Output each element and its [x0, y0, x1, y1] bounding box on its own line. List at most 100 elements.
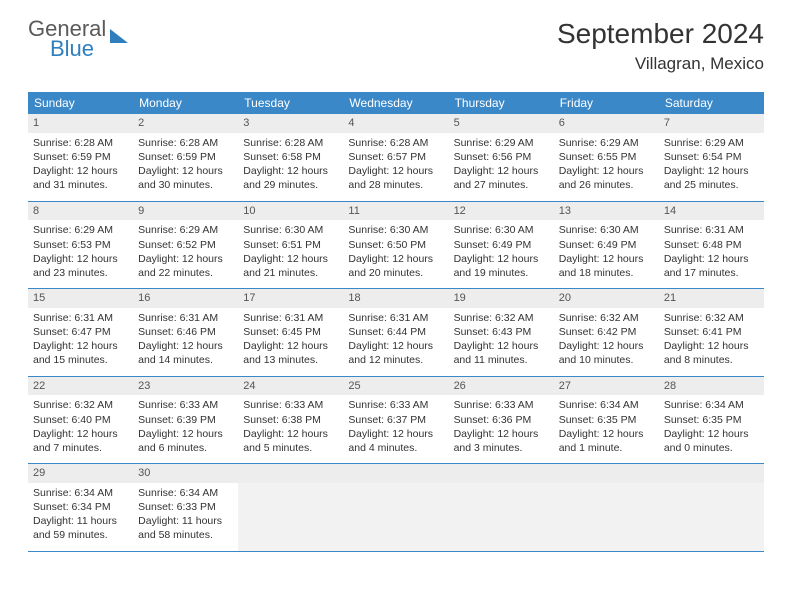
daylight-text: Daylight: 12 hours and 3 minutes.	[454, 427, 549, 455]
sunrise-text: Sunrise: 6:33 AM	[348, 398, 443, 412]
calendar-cell: 12Sunrise: 6:30 AMSunset: 6:49 PMDayligh…	[449, 202, 554, 289]
day-number: 12	[449, 202, 554, 221]
cell-body: Sunrise: 6:30 AMSunset: 6:49 PMDaylight:…	[554, 220, 659, 288]
day-headers: Sunday Monday Tuesday Wednesday Thursday…	[28, 92, 764, 114]
calendar-cell	[343, 464, 448, 551]
day-header-mon: Monday	[133, 92, 238, 114]
calendar-cell: 23Sunrise: 6:33 AMSunset: 6:39 PMDayligh…	[133, 377, 238, 464]
daylight-text: Daylight: 12 hours and 29 minutes.	[243, 164, 338, 192]
day-number: 11	[343, 202, 448, 221]
calendar-cell: 9Sunrise: 6:29 AMSunset: 6:52 PMDaylight…	[133, 202, 238, 289]
calendar-cell: 13Sunrise: 6:30 AMSunset: 6:49 PMDayligh…	[554, 202, 659, 289]
sunset-text: Sunset: 6:56 PM	[454, 150, 549, 164]
sunrise-text: Sunrise: 6:29 AM	[33, 223, 128, 237]
daylight-text: Daylight: 12 hours and 15 minutes.	[33, 339, 128, 367]
day-number: 28	[659, 377, 764, 396]
sunset-text: Sunset: 6:41 PM	[664, 325, 759, 339]
day-number: 6	[554, 114, 659, 133]
sunset-text: Sunset: 6:42 PM	[559, 325, 654, 339]
calendar: Sunday Monday Tuesday Wednesday Thursday…	[28, 92, 764, 552]
sunset-text: Sunset: 6:51 PM	[243, 238, 338, 252]
sunrise-text: Sunrise: 6:29 AM	[138, 223, 233, 237]
sunset-text: Sunset: 6:43 PM	[454, 325, 549, 339]
calendar-cell: 30Sunrise: 6:34 AMSunset: 6:33 PMDayligh…	[133, 464, 238, 551]
sunrise-text: Sunrise: 6:29 AM	[454, 136, 549, 150]
day-number: 16	[133, 289, 238, 308]
daylight-text: Daylight: 12 hours and 11 minutes.	[454, 339, 549, 367]
sunset-text: Sunset: 6:57 PM	[348, 150, 443, 164]
sunset-text: Sunset: 6:49 PM	[454, 238, 549, 252]
calendar-cell: 17Sunrise: 6:31 AMSunset: 6:45 PMDayligh…	[238, 289, 343, 376]
sunset-text: Sunset: 6:35 PM	[664, 413, 759, 427]
daylight-text: Daylight: 12 hours and 10 minutes.	[559, 339, 654, 367]
sunrise-text: Sunrise: 6:32 AM	[454, 311, 549, 325]
sunrise-text: Sunrise: 6:34 AM	[138, 486, 233, 500]
day-number: 24	[238, 377, 343, 396]
daylight-text: Daylight: 12 hours and 7 minutes.	[33, 427, 128, 455]
calendar-cell: 8Sunrise: 6:29 AMSunset: 6:53 PMDaylight…	[28, 202, 133, 289]
calendar-week: 1Sunrise: 6:28 AMSunset: 6:59 PMDaylight…	[28, 114, 764, 202]
daylight-text: Daylight: 12 hours and 25 minutes.	[664, 164, 759, 192]
cell-body: Sunrise: 6:31 AMSunset: 6:47 PMDaylight:…	[28, 308, 133, 376]
calendar-cell	[449, 464, 554, 551]
sunset-text: Sunset: 6:50 PM	[348, 238, 443, 252]
cell-body: Sunrise: 6:32 AMSunset: 6:43 PMDaylight:…	[449, 308, 554, 376]
sunset-text: Sunset: 6:48 PM	[664, 238, 759, 252]
sunrise-text: Sunrise: 6:31 AM	[348, 311, 443, 325]
cell-body: Sunrise: 6:29 AMSunset: 6:55 PMDaylight:…	[554, 133, 659, 201]
calendar-week: 15Sunrise: 6:31 AMSunset: 6:47 PMDayligh…	[28, 289, 764, 377]
day-number: 22	[28, 377, 133, 396]
calendar-cell: 5Sunrise: 6:29 AMSunset: 6:56 PMDaylight…	[449, 114, 554, 201]
cell-body: Sunrise: 6:32 AMSunset: 6:40 PMDaylight:…	[28, 395, 133, 463]
day-number: 19	[449, 289, 554, 308]
cell-body: Sunrise: 6:34 AMSunset: 6:35 PMDaylight:…	[659, 395, 764, 463]
sunset-text: Sunset: 6:34 PM	[33, 500, 128, 514]
logo-triangle-icon	[110, 29, 128, 43]
cell-body: Sunrise: 6:32 AMSunset: 6:42 PMDaylight:…	[554, 308, 659, 376]
cell-body: Sunrise: 6:28 AMSunset: 6:58 PMDaylight:…	[238, 133, 343, 201]
logo-text: General Blue	[28, 18, 106, 60]
cell-body: Sunrise: 6:31 AMSunset: 6:44 PMDaylight:…	[343, 308, 448, 376]
calendar-cell	[659, 464, 764, 551]
calendar-cell: 7Sunrise: 6:29 AMSunset: 6:54 PMDaylight…	[659, 114, 764, 201]
daylight-text: Daylight: 12 hours and 19 minutes.	[454, 252, 549, 280]
day-header-wed: Wednesday	[343, 92, 448, 114]
cell-body: Sunrise: 6:30 AMSunset: 6:50 PMDaylight:…	[343, 220, 448, 288]
title-block: September 2024 Villagran, Mexico	[557, 18, 764, 74]
daylight-text: Daylight: 12 hours and 28 minutes.	[348, 164, 443, 192]
sunrise-text: Sunrise: 6:32 AM	[559, 311, 654, 325]
sunset-text: Sunset: 6:52 PM	[138, 238, 233, 252]
sunset-text: Sunset: 6:40 PM	[33, 413, 128, 427]
calendar-cell	[238, 464, 343, 551]
sunset-text: Sunset: 6:45 PM	[243, 325, 338, 339]
header: General Blue September 2024 Villagran, M…	[28, 18, 764, 74]
sunset-text: Sunset: 6:49 PM	[559, 238, 654, 252]
sunrise-text: Sunrise: 6:33 AM	[454, 398, 549, 412]
day-header-sun: Sunday	[28, 92, 133, 114]
cell-body: Sunrise: 6:29 AMSunset: 6:52 PMDaylight:…	[133, 220, 238, 288]
calendar-cell: 4Sunrise: 6:28 AMSunset: 6:57 PMDaylight…	[343, 114, 448, 201]
calendar-cell: 15Sunrise: 6:31 AMSunset: 6:47 PMDayligh…	[28, 289, 133, 376]
sunrise-text: Sunrise: 6:28 AM	[348, 136, 443, 150]
calendar-cell: 25Sunrise: 6:33 AMSunset: 6:37 PMDayligh…	[343, 377, 448, 464]
day-number: 25	[343, 377, 448, 396]
sunset-text: Sunset: 6:59 PM	[138, 150, 233, 164]
day-header-sat: Saturday	[659, 92, 764, 114]
sunrise-text: Sunrise: 6:32 AM	[33, 398, 128, 412]
sunrise-text: Sunrise: 6:33 AM	[243, 398, 338, 412]
sunrise-text: Sunrise: 6:29 AM	[559, 136, 654, 150]
sunset-text: Sunset: 6:58 PM	[243, 150, 338, 164]
day-number: 30	[133, 464, 238, 483]
daylight-text: Daylight: 12 hours and 26 minutes.	[559, 164, 654, 192]
daylight-text: Daylight: 12 hours and 0 minutes.	[664, 427, 759, 455]
daylight-text: Daylight: 12 hours and 17 minutes.	[664, 252, 759, 280]
sunrise-text: Sunrise: 6:31 AM	[138, 311, 233, 325]
day-number: 29	[28, 464, 133, 483]
calendar-cell: 14Sunrise: 6:31 AMSunset: 6:48 PMDayligh…	[659, 202, 764, 289]
sunrise-text: Sunrise: 6:29 AM	[664, 136, 759, 150]
day-number: 13	[554, 202, 659, 221]
daylight-text: Daylight: 11 hours and 59 minutes.	[33, 514, 128, 542]
sunrise-text: Sunrise: 6:30 AM	[243, 223, 338, 237]
daylight-text: Daylight: 12 hours and 31 minutes.	[33, 164, 128, 192]
daylight-text: Daylight: 12 hours and 13 minutes.	[243, 339, 338, 367]
